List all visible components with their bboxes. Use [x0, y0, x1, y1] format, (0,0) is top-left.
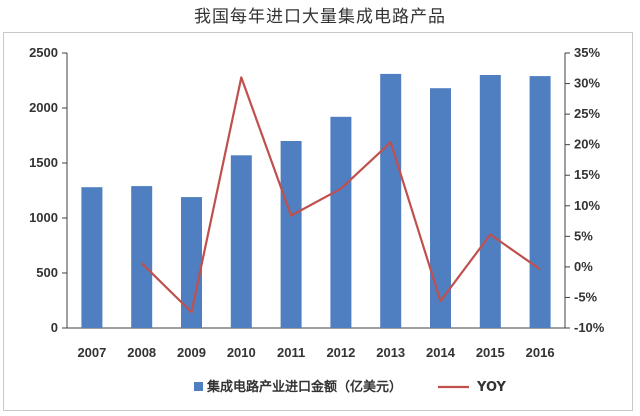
- x-tick-label: 2016: [526, 345, 555, 360]
- right-tick-label: -10%: [574, 320, 605, 335]
- yoy-series: [140, 76, 541, 314]
- left-tick-label: 500: [36, 265, 58, 280]
- legend-bar-swatch: [194, 382, 203, 391]
- x-tick-label: 2014: [426, 345, 456, 360]
- bar: [181, 197, 202, 328]
- right-tick-label: 15%: [574, 167, 600, 182]
- legend-bar-label: 集成电路产业进口金额（亿美元）: [206, 379, 402, 395]
- x-tick-label: 2011: [277, 345, 305, 360]
- left-tick-label: 1000: [29, 210, 58, 225]
- yoy-line: [140, 76, 541, 314]
- x-tick-label: 2012: [326, 345, 355, 360]
- left-tick-label: 1500: [29, 155, 58, 170]
- bar: [330, 116, 352, 328]
- bar: [81, 187, 103, 328]
- x-tick-label: 2008: [127, 345, 156, 360]
- x-tick-label: 2015: [476, 345, 505, 360]
- x-tick-label: 2007: [77, 345, 106, 360]
- bar: [380, 73, 402, 329]
- right-tick-label: 0%: [574, 259, 593, 274]
- right-tick-label: 35%: [574, 45, 600, 60]
- x-tick-label: 2013: [376, 345, 405, 360]
- chart-title: 我国每年进口大量集成电路产品: [194, 7, 446, 27]
- bar: [280, 141, 302, 328]
- chart-frame: [3, 32, 633, 411]
- bar: [230, 155, 252, 328]
- x-tick-label: 2010: [227, 345, 256, 360]
- right-tick-label: 20%: [574, 137, 600, 152]
- right-tick-label: 10%: [574, 198, 600, 213]
- right-tick-label: -5%: [574, 289, 598, 304]
- left-tick-label: 2500: [29, 45, 58, 60]
- bar-series: [81, 73, 551, 329]
- legend: 集成电路产业进口金额（亿美元） YOY: [194, 379, 507, 395]
- bar: [529, 76, 551, 328]
- bar: [131, 186, 153, 328]
- right-tick-label: 30%: [574, 76, 600, 91]
- legend-line-label: YOY: [476, 380, 507, 395]
- bar: [430, 88, 451, 328]
- left-tick-label: 0: [51, 320, 58, 335]
- right-tick-label: 5%: [574, 228, 593, 243]
- x-tick-label: 2009: [177, 345, 206, 360]
- bar: [479, 75, 501, 328]
- right-tick-label: 25%: [574, 106, 600, 121]
- left-tick-label: 2000: [29, 100, 58, 115]
